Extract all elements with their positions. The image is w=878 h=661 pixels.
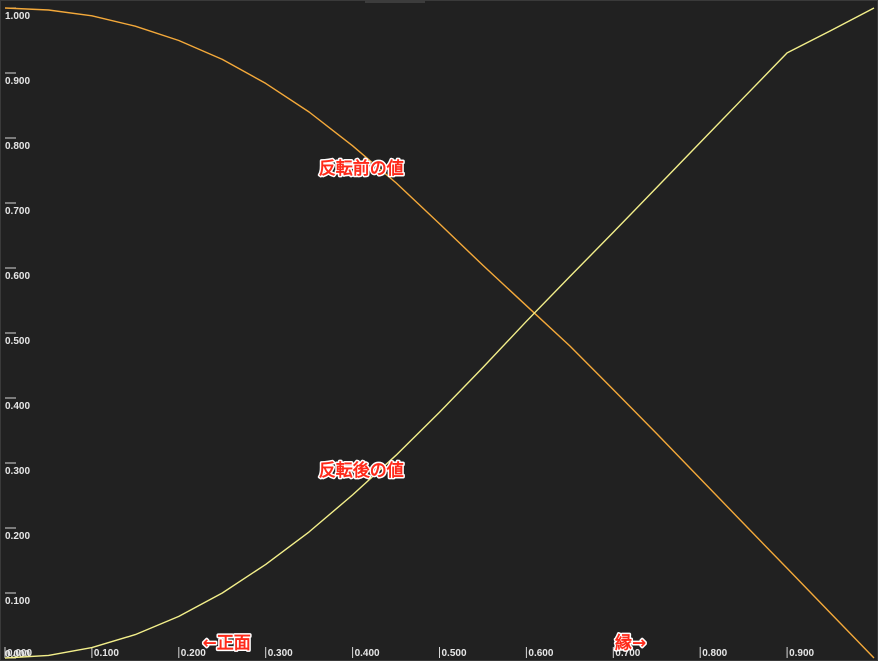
annotation-label: ←正面 bbox=[202, 633, 250, 653]
y-tick-label: 1.000 bbox=[5, 11, 30, 22]
series-line-before bbox=[4, 7, 875, 659]
y-tick-label: 0.400 bbox=[5, 401, 30, 412]
x-tick-label: 0.100 bbox=[94, 648, 119, 659]
annotation-label: 縁→ bbox=[615, 632, 646, 653]
y-tick-label: 0.700 bbox=[5, 206, 30, 217]
x-tick-label: 0.800 bbox=[702, 648, 727, 659]
y-axis: 0.000 0.100 0.200 0.300 0.400 0.500 0.600 0.700… bbox=[5, 7, 30, 660]
panel-tab-handle bbox=[365, 0, 425, 3]
annotation-label: 反転後の値 bbox=[319, 460, 404, 481]
x-tick-label: 0.200 bbox=[181, 648, 206, 659]
x-tick-label: 0.000 bbox=[7, 648, 32, 659]
y-tick-label: 0.500 bbox=[5, 336, 30, 347]
y-tick-label: 0.000 bbox=[5, 649, 30, 660]
annotation-label: 反転前の値 bbox=[319, 158, 404, 179]
x-tick-label: 0.700 bbox=[615, 648, 640, 659]
x-tick-label: 0.600 bbox=[528, 648, 553, 659]
y-tick-label: 0.100 bbox=[5, 596, 30, 607]
y-tick-label: 0.900 bbox=[5, 76, 30, 87]
x-tick-label: 0.400 bbox=[355, 648, 380, 659]
x-tick-label: 0.900 bbox=[789, 648, 814, 659]
x-tick-label: 0.300 bbox=[268, 648, 293, 659]
y-tick-label: 0.800 bbox=[5, 141, 30, 152]
y-tick-label: 0.200 bbox=[5, 531, 30, 542]
x-tick-label: 0.500 bbox=[442, 648, 467, 659]
y-tick-label: 0.300 bbox=[5, 466, 30, 477]
plot-lines bbox=[4, 7, 875, 659]
x-axis: 0.000 0.100 0.200 0.300 0.400 0.500 0.600 0.700… bbox=[4, 647, 815, 659]
series-line-after bbox=[4, 7, 875, 659]
y-tick-label: 0.600 bbox=[5, 271, 30, 282]
